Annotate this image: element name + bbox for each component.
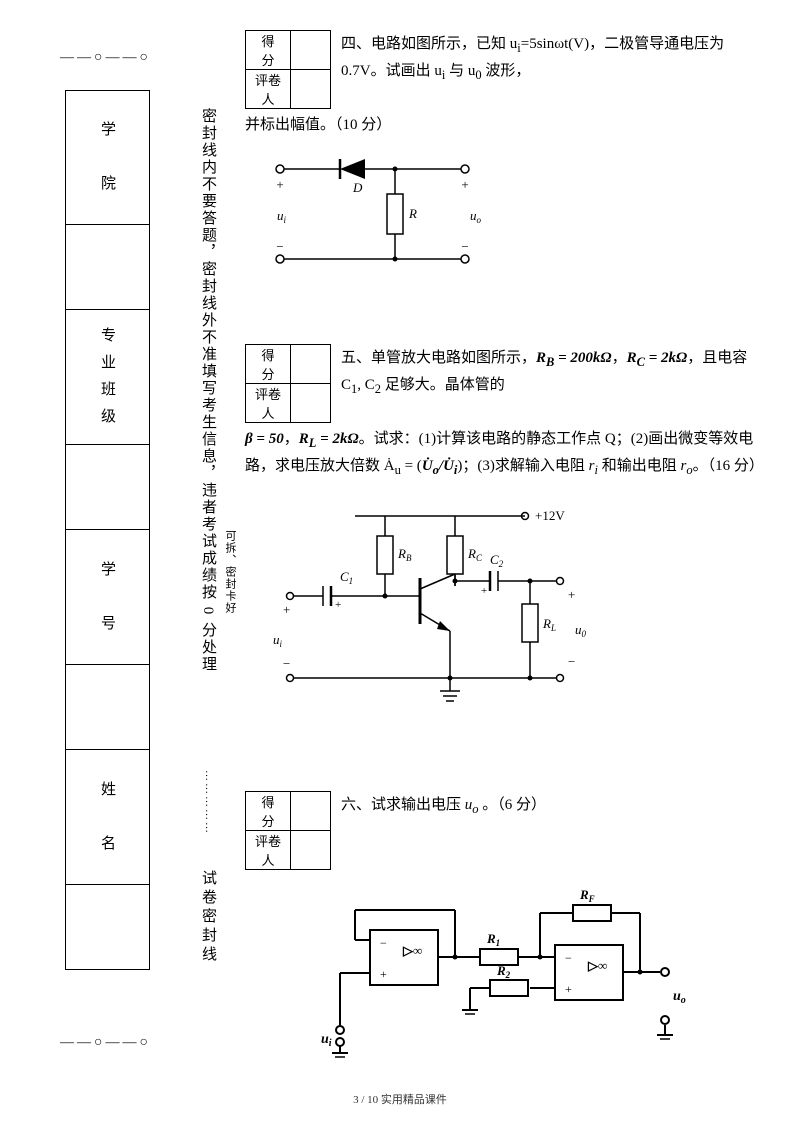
svg-text:ui: ui	[321, 1032, 332, 1049]
name-blank	[65, 885, 150, 970]
q5-text-cont: β = 50，RL = 2kΩ。试求：(1)计算该电路的静态工作点 Q；(2)画…	[245, 427, 765, 482]
seal-line-label: 试卷密封线	[198, 870, 219, 965]
grader-label: 评卷人	[246, 70, 291, 109]
svg-text:ui: ui	[277, 208, 287, 225]
svg-text:u0: u0	[575, 622, 587, 639]
plus-icon: +	[276, 177, 283, 192]
svg-text:D: D	[352, 180, 363, 195]
id-blank	[65, 665, 150, 750]
svg-text:▷∞: ▷∞	[587, 958, 607, 973]
q5-score-box: 得 分 评卷人	[245, 344, 331, 423]
page-footer: 3 / 10 实用精品课件	[0, 1091, 800, 1107]
svg-text:+: +	[283, 602, 290, 617]
svg-text:−: −	[568, 654, 575, 669]
question-5: 得 分 评卷人 五、单管放大电路如图所示，RB = 200kΩ，RC = 2kΩ…	[245, 344, 765, 722]
plus-icon: +	[461, 177, 468, 192]
question-6: 得 分 评卷人 六、试求输出电压 uo 。（6 分） − + ▷∞	[245, 791, 765, 1070]
svg-text:uo: uo	[673, 989, 686, 1006]
seal-warning-text: 密封线内不要答题，密封线外不准填写考生信息，违者考试成绩按 0 分处理	[198, 40, 219, 740]
q5-text: 五、单管放大电路如图所示，RB = 200kΩ，RC = 2kΩ，且电容 C1,…	[341, 344, 765, 401]
svg-text:RC: RC	[467, 546, 483, 563]
svg-text:C1: C1	[340, 569, 353, 586]
svg-text:uo: uo	[470, 208, 482, 225]
q6-title: 六、试求输出电压 uo 。（6 分）	[341, 791, 765, 820]
seal-mark-bottom: ——○——○	[60, 1035, 151, 1051]
svg-text:+: +	[568, 587, 575, 602]
svg-text:C2: C2	[490, 552, 504, 569]
svg-text:+12V: +12V	[535, 508, 565, 523]
svg-text:−: −	[380, 936, 387, 950]
class-blank	[65, 445, 150, 530]
q6-circuit: − + ▷∞ ui	[315, 885, 765, 1070]
q4-circuit: + + − − D R ui uo	[265, 154, 765, 284]
seal-small-note: 可拆、密封卡好	[222, 530, 238, 614]
svg-text:▷∞: ▷∞	[402, 943, 422, 958]
svg-text:−: −	[283, 656, 290, 671]
svg-text:−: −	[565, 951, 572, 965]
q5-circuit: +12V RB RC +	[265, 496, 765, 721]
svg-text:RF: RF	[579, 887, 595, 904]
q6-score-box: 得 分 评卷人	[245, 791, 331, 870]
question-4: 得 分 评卷人 四、电路如图所示，已知 ui=5sinωt(V)，二极管导通电压…	[245, 30, 765, 284]
svg-text:R: R	[408, 206, 417, 221]
main-content: 得 分 评卷人 四、电路如图所示，已知 ui=5sinωt(V)，二极管导通电压…	[245, 30, 765, 1100]
svg-text:+: +	[380, 967, 387, 981]
id-box: 学 号	[65, 530, 150, 665]
svg-text:R1: R1	[486, 931, 500, 948]
minus-icon: −	[461, 239, 468, 254]
q4-text: 四、电路如图所示，已知 ui=5sinωt(V)，二极管导通电压为 0.7V。试…	[341, 30, 765, 87]
class-box: 专业班级	[65, 310, 150, 445]
svg-text:RB: RB	[397, 546, 412, 563]
seal-mark-top: ——○——○	[60, 50, 151, 66]
score-label: 得 分	[246, 31, 291, 70]
svg-text:+: +	[335, 599, 341, 611]
student-info-column: 学 院 专业班级 学 号 姓 名	[65, 90, 150, 970]
q4-text-cont: 并标出幅值。（10 分）	[245, 113, 765, 139]
q4-score-box: 得 分 评卷人	[245, 30, 331, 109]
svg-text:+: +	[481, 585, 487, 597]
college-box: 学 院	[65, 90, 150, 225]
seal-dots: ……………	[203, 770, 215, 835]
svg-text:+: +	[565, 982, 572, 996]
college-blank	[65, 225, 150, 310]
name-box: 姓 名	[65, 750, 150, 885]
svg-text:ui: ui	[273, 632, 283, 649]
minus-icon: −	[276, 239, 283, 254]
svg-text:RL: RL	[542, 616, 556, 633]
